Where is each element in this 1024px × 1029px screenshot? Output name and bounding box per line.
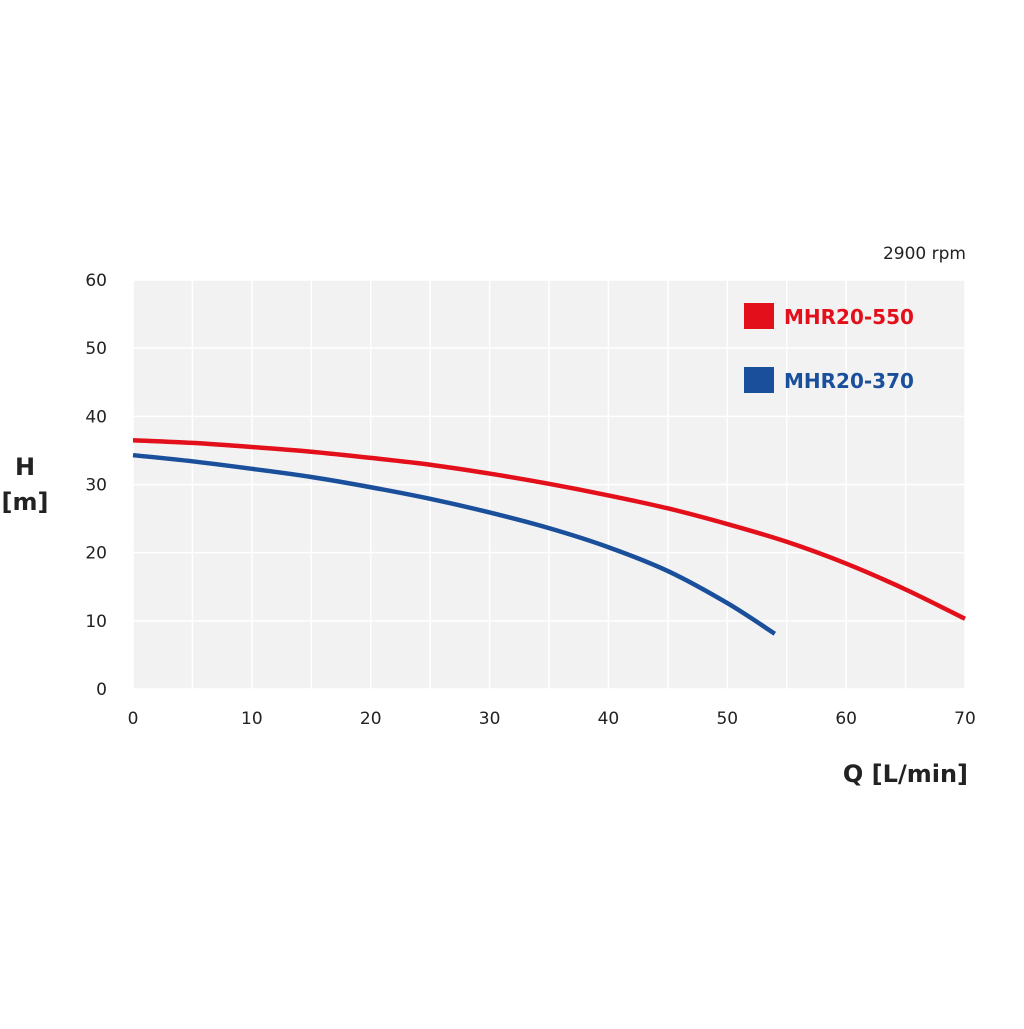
y-tick-label: 10 [85, 612, 107, 632]
legend-swatch-mhr20-370 [744, 367, 774, 393]
rpm-annotation: 2900 rpm [883, 244, 966, 264]
x-tick-label: 0 [128, 709, 139, 729]
y-tick-label: 40 [85, 407, 107, 427]
legend-label-mhr20-550: MHR20-550 [784, 305, 914, 329]
x-tick-label: 40 [598, 709, 620, 729]
y-tick-label: 50 [85, 339, 107, 359]
y-tick-label: 0 [96, 680, 107, 700]
series-line-mhr20-370 [132, 452, 777, 636]
tick-labels: 0 10 20 30 40 50 60 70 0 10 20 30 40 50 60 [85, 271, 975, 729]
x-tick-label: 60 [835, 709, 857, 729]
x-tick-label: 70 [954, 709, 976, 729]
series-lines [132, 437, 966, 636]
y-axis-label-h: H [15, 453, 35, 481]
y-axis-label-unit: [m] [2, 488, 49, 516]
series-line-mhr20-550 [132, 437, 966, 621]
legend-label-mhr20-370: MHR20-370 [784, 369, 914, 393]
x-tick-label: 30 [479, 709, 501, 729]
x-tick-label: 20 [360, 709, 382, 729]
x-axis-label: Q [L/min] [843, 760, 968, 788]
y-tick-label: 60 [85, 271, 107, 291]
x-tick-label: 10 [241, 709, 263, 729]
y-tick-label: 30 [85, 476, 107, 496]
grid-lines [132, 279, 966, 690]
y-tick-label: 20 [85, 544, 107, 564]
legend: MHR20-550 MHR20-370 [744, 303, 914, 393]
x-tick-label: 50 [716, 709, 738, 729]
legend-swatch-mhr20-550 [744, 303, 774, 329]
